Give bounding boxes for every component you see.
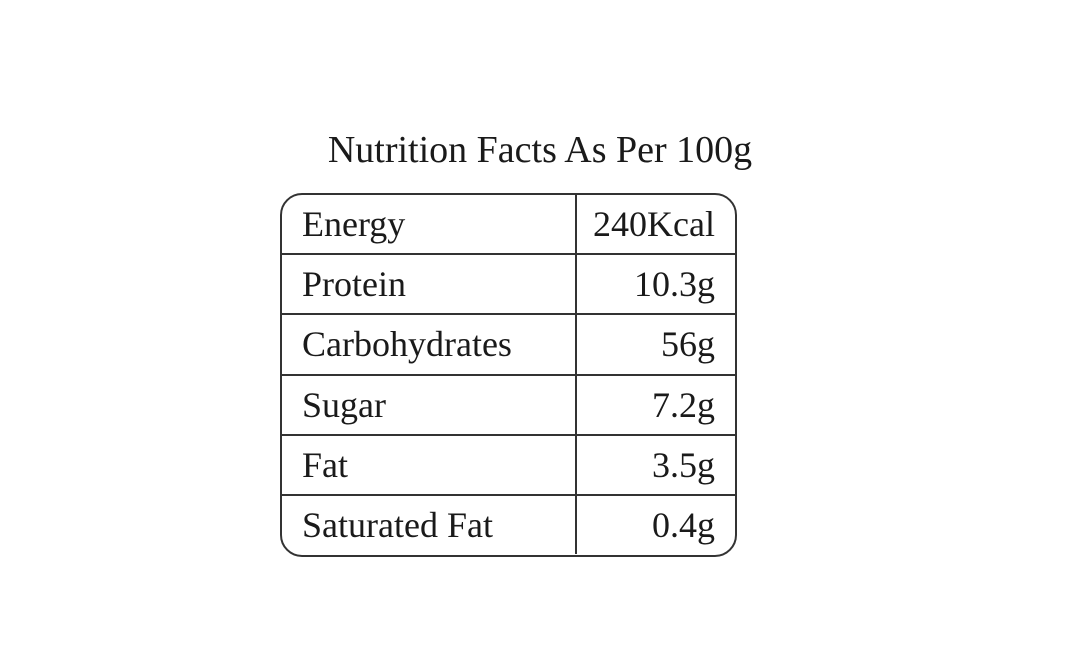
nutrient-value: 0.4g [652,505,715,546]
nutrient-name: Protein [282,255,577,314]
title: Nutrition Facts As Per 100g [327,129,753,171]
table-row: Carbohydrates 56g [282,313,735,374]
nutrient-value: 7.2g [652,384,715,425]
nutrient-value: 240Kcal [593,204,715,244]
nutrient-value: 3.5g [652,444,715,485]
nutrient-value: 10.3g [634,264,715,304]
nutrient-name: Saturated Fat [282,496,577,555]
table-row: Fat 3.5g [282,433,735,495]
nutrient-name: Carbohydrates [282,315,577,374]
table-row: Protein 10.3g [282,253,735,314]
nutrient-value: 56g [661,324,715,365]
nutrient-name: Sugar [282,375,577,434]
nutrition-table: Energy 240Kcal Protein 10.3g Carbohydrates 56… [280,193,737,557]
nutrient-name: Energy [282,195,577,253]
table-row: Saturated Fat 0.4g [282,494,735,555]
nutrient-name: Fat [282,435,577,495]
table-row: Sugar 7.2g [282,373,735,434]
table-row: Energy 240Kcal [282,195,735,253]
